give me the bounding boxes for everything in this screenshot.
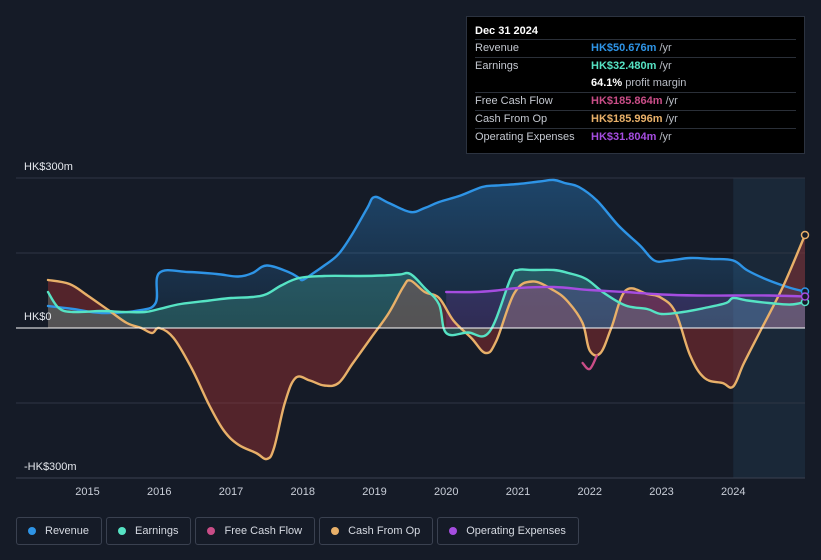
legend-item-free-cash-flow[interactable]: Free Cash Flow [195,517,316,545]
financials-chart: HK$300m HK$0 -HK$300m 2015 2016 2017 2018 20… [16,161,810,498]
legend-label: Revenue [45,525,90,537]
legend-dot-icon [449,527,458,535]
legend-label: Cash From Op [348,525,421,537]
tooltip-row-unit: /yr [662,95,678,107]
operating-expenses-end-marker [800,292,810,301]
series-end-markers [800,230,810,307]
tooltip-row-value: HK$185.996m [591,113,663,125]
earnings-line [46,268,807,338]
tooltip-row-value: HK$50.676m [591,42,657,54]
tooltip-row: Free Cash Flow HK$185.864m /yr [475,92,796,110]
tooltip-row-unit: /yr [656,131,672,143]
tooltip-row-value: 64.1% [591,77,623,89]
y-axis-zero-label: HK$0 [24,311,52,323]
x-tick-label: 2020 [434,486,458,498]
operating-expenses-line [445,285,807,298]
legend-dot-icon [331,527,340,535]
x-tick-label: 2021 [506,486,530,498]
legend-dot-icon [28,527,36,535]
x-tick-label: 2022 [577,486,601,498]
legend-label: Free Cash Flow [224,525,303,537]
free-cash-flow-line [581,354,599,371]
x-axis-ticks: 2015 2016 2017 2018 2019 2020 2021 2022 2023 2024 [75,486,745,498]
tooltip-row-unit: /yr [656,60,672,72]
earnings-area [48,269,805,337]
series-areas [48,179,805,460]
legend-dot-icon [118,527,127,535]
legend-dot-icon [207,527,216,535]
chart-legend: Revenue Earnings Free Cash Flow Cash From O… [16,517,579,545]
y-axis-bottom-label: -HK$300m [24,461,77,473]
data-tooltip: Dec 31 2024 Revenue HK$50.676m /yr Earning… [466,16,805,154]
x-tick-label: 2015 [75,486,99,498]
x-tick-label: 2023 [649,486,673,498]
tooltip-row-unit: profit margin [622,77,687,89]
x-tick-label: 2017 [219,486,243,498]
tooltip-row: Operating Expenses HK$31.804m /yr [475,128,796,146]
legend-item-earnings[interactable]: Earnings [106,517,192,545]
tooltip-row: Revenue HK$50.676m /yr [475,39,796,57]
tooltip-row-value: HK$31.804m [591,131,657,143]
y-axis-top-label: HK$300m [24,161,73,173]
tooltip-row: Cash From Op HK$185.996m /yr [475,110,796,128]
legend-item-operating-expenses[interactable]: Operating Expenses [437,517,579,545]
legend-item-cash-from-op[interactable]: Cash From Op [319,517,434,545]
tooltip-row: Earnings HK$32.480m /yr [475,57,796,75]
cash-from-op-area [48,235,805,460]
series-lines [16,178,807,461]
operating-expenses-area [446,286,805,328]
legend-label: Earnings [135,525,179,537]
tooltip-row: 64.1% profit margin [475,75,796,92]
tooltip-row-label: Cash From Op [475,113,548,125]
x-tick-label: 2019 [362,486,386,498]
tooltip-row-label [475,75,591,92]
tooltip-row-value: HK$185.864m [591,95,663,107]
tooltip-row-label: Earnings [475,60,519,72]
cash-from-op-end-marker [800,230,810,240]
tooltip-row-label: Free Cash Flow [475,95,553,107]
legend-item-revenue[interactable]: Revenue [16,517,103,545]
tooltip-date: Dec 31 2024 [475,25,538,37]
revenue-line [46,178,807,315]
x-tick-label: 2018 [290,486,314,498]
tooltip-row-unit: /yr [662,113,678,125]
tooltip-row-unit: /yr [656,42,672,54]
cash-from-op-line [46,233,807,461]
tooltip-row-label: Operating Expenses [475,131,575,143]
tooltip-row-label: Revenue [475,42,520,54]
legend-label: Operating Expenses [466,525,566,537]
x-tick-label: 2024 [721,486,745,498]
x-tick-label: 2016 [147,486,171,498]
tooltip-row-value: HK$32.480m [591,60,657,72]
